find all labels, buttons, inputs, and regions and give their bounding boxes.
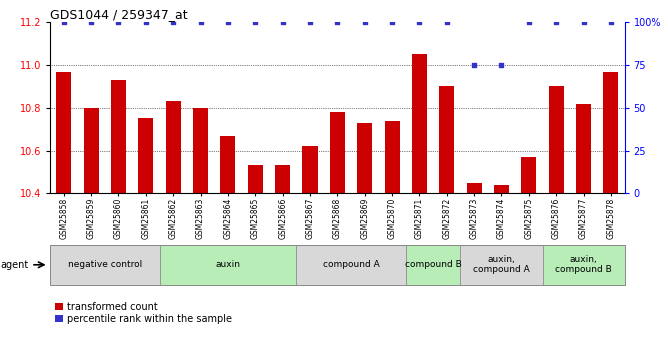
Bar xyxy=(275,166,290,193)
Point xyxy=(332,20,343,25)
Text: auxin,
compound A: auxin, compound A xyxy=(473,255,530,275)
Text: compound B: compound B xyxy=(405,260,462,269)
Bar xyxy=(50,245,160,285)
Legend: transformed count, percentile rank within the sample: transformed count, percentile rank withi… xyxy=(55,302,232,324)
Bar xyxy=(297,245,405,285)
Point xyxy=(250,20,261,25)
Bar xyxy=(466,183,482,193)
Bar xyxy=(405,245,460,285)
Text: agent: agent xyxy=(1,260,29,270)
Point xyxy=(195,20,206,25)
Text: GDS1044 / 259347_at: GDS1044 / 259347_at xyxy=(50,8,188,21)
Text: auxin,
compound B: auxin, compound B xyxy=(555,255,612,275)
Point xyxy=(469,62,480,68)
Bar xyxy=(193,108,208,193)
Point xyxy=(140,20,151,25)
Point xyxy=(222,20,233,25)
Point xyxy=(277,20,288,25)
Bar xyxy=(248,166,263,193)
Bar xyxy=(542,245,625,285)
Point xyxy=(168,20,178,25)
Bar xyxy=(84,108,99,193)
Point xyxy=(496,62,507,68)
Bar xyxy=(303,146,317,193)
Bar xyxy=(330,112,345,193)
Point xyxy=(305,20,315,25)
Bar xyxy=(440,87,454,193)
Bar xyxy=(548,87,564,193)
Point xyxy=(606,20,617,25)
Text: negative control: negative control xyxy=(67,260,142,269)
Point xyxy=(578,20,589,25)
Bar xyxy=(160,245,297,285)
Point xyxy=(113,20,124,25)
Bar xyxy=(111,80,126,193)
Bar xyxy=(412,55,427,193)
Bar xyxy=(494,185,509,193)
Bar xyxy=(576,104,591,193)
Bar xyxy=(603,71,619,193)
Bar xyxy=(357,123,372,193)
Point xyxy=(86,20,96,25)
Text: auxin: auxin xyxy=(215,260,240,269)
Point xyxy=(387,20,397,25)
Bar xyxy=(56,71,71,193)
Point xyxy=(58,20,69,25)
Bar xyxy=(138,118,154,193)
Bar xyxy=(460,245,542,285)
Point xyxy=(414,20,425,25)
Bar xyxy=(166,101,181,193)
Point xyxy=(551,20,562,25)
Point xyxy=(442,20,452,25)
Point xyxy=(359,20,370,25)
Bar xyxy=(385,121,399,193)
Point xyxy=(524,20,534,25)
Text: compound A: compound A xyxy=(323,260,379,269)
Bar xyxy=(220,136,235,193)
Bar xyxy=(521,157,536,193)
